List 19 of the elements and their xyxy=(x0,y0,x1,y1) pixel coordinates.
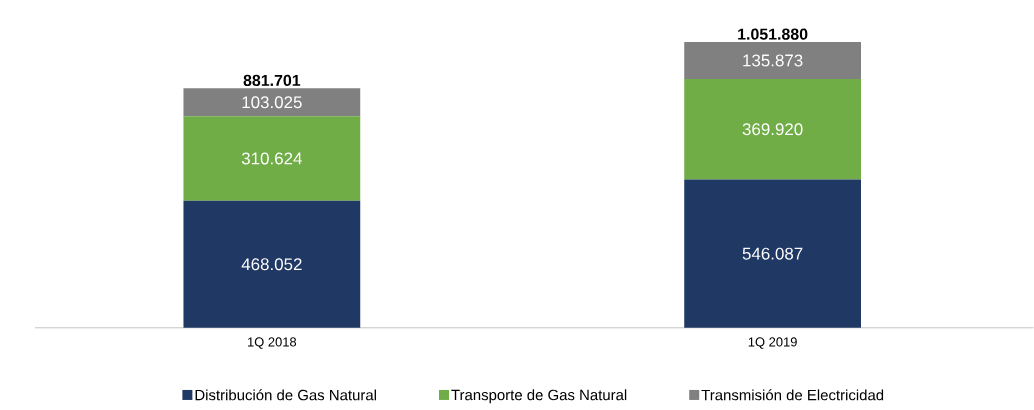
x-tick-label: 1Q 2019 xyxy=(748,337,797,349)
bar xyxy=(183,116,361,201)
bar xyxy=(684,79,861,180)
data-label: 310.624 xyxy=(241,152,302,165)
total-label: 881.701 xyxy=(243,74,301,87)
data-label: 135.873 xyxy=(743,54,803,67)
data-label: 103.025 xyxy=(242,96,302,109)
legend-label: Distribución de Gas Natural xyxy=(195,389,376,401)
x-tick-label: 1Q 2018 xyxy=(248,337,297,349)
bar xyxy=(684,42,861,79)
data-label: 546.087 xyxy=(742,247,803,260)
bar xyxy=(684,179,861,328)
total-label: 1.051.880 xyxy=(738,28,808,40)
data-label: 468.052 xyxy=(241,258,302,271)
data-label: 369.920 xyxy=(742,123,803,136)
legend-label: Transmisión de Electricidad xyxy=(701,389,884,401)
bar xyxy=(183,88,361,117)
legend-label: Transporte de Gas Natural xyxy=(451,389,627,404)
bar xyxy=(183,200,361,328)
